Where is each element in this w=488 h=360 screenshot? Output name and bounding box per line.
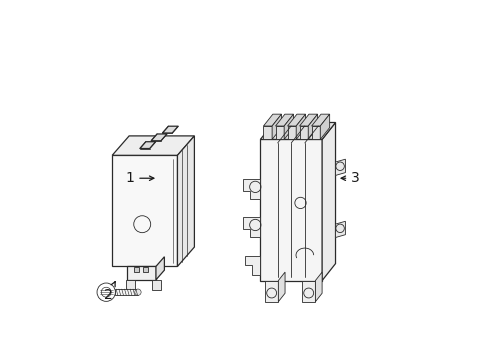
Polygon shape — [322, 122, 335, 280]
Polygon shape — [335, 221, 345, 238]
Polygon shape — [115, 289, 138, 295]
Polygon shape — [335, 159, 345, 175]
Polygon shape — [140, 142, 155, 149]
Polygon shape — [311, 126, 320, 139]
Circle shape — [135, 289, 141, 295]
Polygon shape — [151, 134, 166, 141]
Polygon shape — [126, 280, 134, 290]
Polygon shape — [243, 217, 260, 237]
Text: 2: 2 — [104, 282, 115, 302]
Polygon shape — [271, 114, 281, 139]
Polygon shape — [112, 136, 194, 155]
Polygon shape — [152, 280, 161, 290]
Polygon shape — [134, 267, 139, 272]
Polygon shape — [162, 126, 178, 133]
Polygon shape — [315, 272, 322, 302]
Polygon shape — [284, 114, 293, 139]
Polygon shape — [307, 114, 317, 139]
Polygon shape — [287, 126, 296, 139]
Text: 1: 1 — [125, 171, 154, 185]
Polygon shape — [126, 266, 156, 280]
Polygon shape — [243, 179, 260, 198]
Polygon shape — [156, 257, 164, 280]
Polygon shape — [299, 126, 307, 139]
Polygon shape — [296, 114, 305, 139]
Polygon shape — [263, 126, 271, 139]
Polygon shape — [311, 114, 329, 126]
Polygon shape — [287, 114, 305, 126]
Polygon shape — [142, 267, 148, 272]
Polygon shape — [112, 155, 177, 266]
Polygon shape — [302, 280, 315, 302]
Polygon shape — [320, 114, 329, 139]
Polygon shape — [263, 114, 281, 126]
Polygon shape — [244, 256, 260, 275]
Polygon shape — [177, 136, 194, 266]
Polygon shape — [275, 114, 293, 126]
Polygon shape — [264, 280, 278, 302]
Polygon shape — [260, 122, 335, 139]
Text: 3: 3 — [341, 171, 359, 185]
Polygon shape — [275, 126, 284, 139]
Polygon shape — [299, 114, 317, 126]
Polygon shape — [278, 272, 285, 302]
Polygon shape — [260, 139, 322, 280]
